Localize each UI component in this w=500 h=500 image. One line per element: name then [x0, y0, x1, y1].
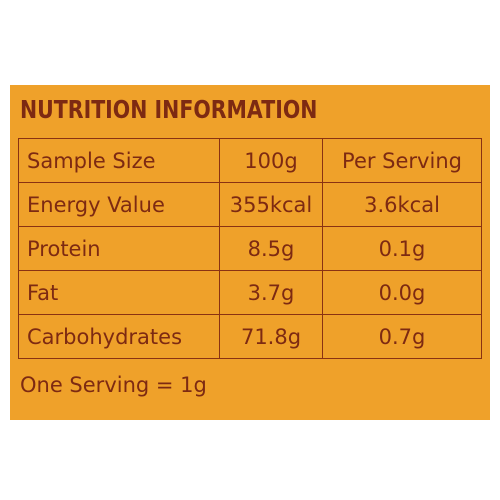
table-cell: 0.0g	[322, 270, 482, 315]
title: NUTRITION INFORMATION	[20, 95, 318, 124]
table-cell: Energy Value	[18, 182, 220, 227]
table-row: Protein 8.5g 0.1g	[18, 226, 482, 271]
table-cell: 0.7g	[322, 314, 482, 359]
table-cell: 71.8g	[219, 314, 323, 359]
table-cell: Sample Size	[18, 138, 220, 183]
table-cell: 3.7g	[219, 270, 323, 315]
table-cell: 0.1g	[322, 226, 482, 271]
table-cell: 100g	[219, 138, 323, 183]
table-cell: Fat	[18, 270, 220, 315]
table-cell: 3.6kcal	[322, 182, 482, 227]
table-cell: Per Serving	[322, 138, 482, 183]
table-row: Sample Size 100g Per Serving	[18, 138, 482, 183]
nutrition-panel: NUTRITION INFORMATION Sample Size 100g Per…	[10, 85, 490, 420]
table-cell: 8.5g	[219, 226, 323, 271]
table-row: Carbohydrates 71.8g 0.7g	[18, 314, 482, 359]
table-body: Sample Size 100g Per Serving Energy Value 35…	[18, 138, 482, 359]
table-cell: Protein	[18, 226, 220, 271]
table-cell: 355kcal	[219, 182, 323, 227]
table-row: Energy Value 355kcal 3.6kcal	[18, 182, 482, 227]
table-row: Fat 3.7g 0.0g	[18, 270, 482, 315]
serving-note: One Serving = 1g	[20, 373, 207, 397]
table-cell: Carbohydrates	[18, 314, 220, 359]
nutrition-table: Sample Size 100g Per Serving Energy Value 35…	[18, 138, 482, 359]
